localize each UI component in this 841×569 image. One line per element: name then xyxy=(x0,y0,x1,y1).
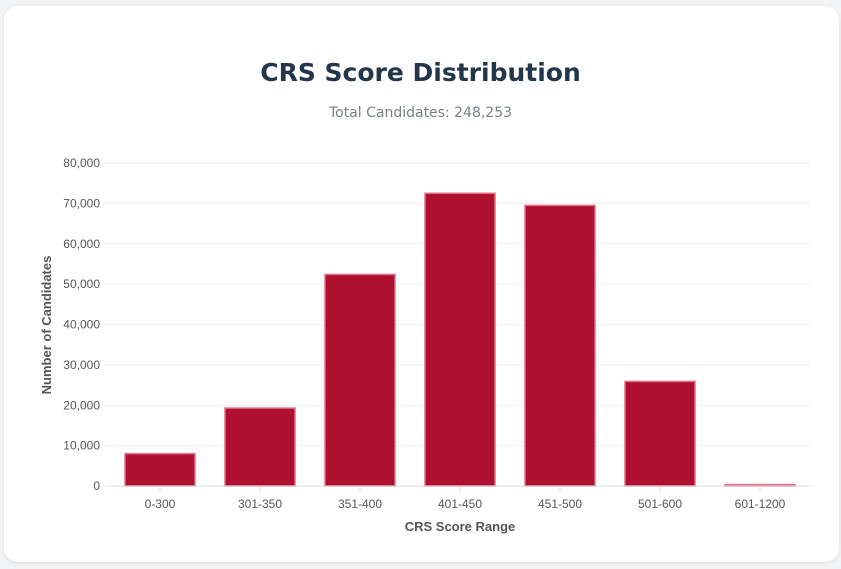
y-axis-ticks: 0 10,000 20,000 30,000 40,000 50,000 60,000 70,… xyxy=(63,156,110,493)
y-tick-label: 40,000 xyxy=(63,318,100,332)
bar-451-500[interactable] xyxy=(524,204,596,487)
chart-subtitle: Total Candidates: 248,253 xyxy=(328,105,513,121)
y-tick-label: 10,000 xyxy=(63,439,100,453)
y-tick-label: 50,000 xyxy=(63,277,100,291)
y-tick-label: 70,000 xyxy=(63,196,100,210)
chart-title: CRS Score Distribution xyxy=(260,58,581,87)
y-tick-label: 30,000 xyxy=(63,358,100,372)
x-tick-label: 301-350 xyxy=(238,497,282,511)
x-tick-label: 0-300 xyxy=(145,497,176,511)
y-tick-label: 0 xyxy=(93,479,100,493)
bar-0-300[interactable] xyxy=(124,452,196,487)
bar-301-350[interactable] xyxy=(224,407,296,487)
bar-351-400[interactable] xyxy=(324,273,396,487)
x-axis-ticks: 0-300 301-350 351-400 401-450 451-500 501-600… xyxy=(145,486,786,511)
x-tick-label: 601-1200 xyxy=(735,497,786,511)
x-axis-title: CRS Score Range xyxy=(405,519,516,534)
x-tick-label: 501-600 xyxy=(638,497,682,511)
y-tick-label: 60,000 xyxy=(63,237,100,251)
x-tick-label: 351-400 xyxy=(338,497,382,511)
bar-501-600[interactable] xyxy=(624,380,696,487)
bars xyxy=(124,192,796,487)
bar-401-450[interactable] xyxy=(424,192,496,487)
x-tick-label: 401-450 xyxy=(438,497,482,511)
y-tick-label: 80,000 xyxy=(63,156,100,170)
y-axis-title: Number of Candidates xyxy=(39,256,54,395)
y-tick-label: 20,000 xyxy=(63,398,100,412)
x-tick-label: 451-500 xyxy=(538,497,582,511)
